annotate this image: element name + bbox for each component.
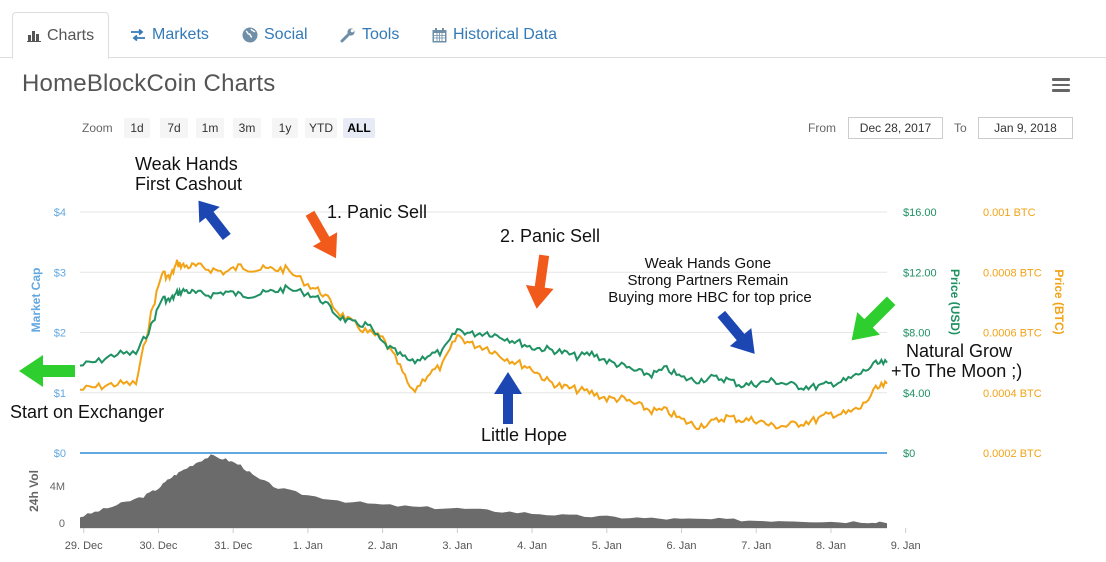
volume-area bbox=[80, 454, 887, 528]
usd-axis-label: Price (USD) bbox=[948, 269, 962, 335]
green-arrow-icon bbox=[19, 355, 75, 387]
x-tick-label: 1. Jan bbox=[293, 540, 323, 552]
x-tick-label: 31. Dec bbox=[214, 540, 252, 552]
market-cap-tick-label: $1 bbox=[54, 388, 66, 400]
grid-lines bbox=[80, 211, 887, 394]
volume-tick-label: 0 bbox=[59, 518, 65, 530]
x-tick-label: 3. Jan bbox=[442, 540, 472, 552]
market-cap-tick-label: $4 bbox=[54, 207, 66, 219]
market-cap-tick-label: $2 bbox=[54, 328, 66, 340]
tab-label: Markets bbox=[152, 26, 209, 43]
globe-icon bbox=[242, 27, 258, 43]
usd-price-line bbox=[79, 283, 888, 392]
market-cap-axis: $0 $1 $2 $3 $4 bbox=[54, 207, 66, 460]
bar-chart-icon bbox=[27, 30, 41, 42]
red-arrow-icon bbox=[525, 254, 554, 309]
usd-tick-label: $8.00 bbox=[903, 328, 931, 340]
to-date-input[interactable]: Jan 9, 2018 bbox=[978, 117, 1073, 139]
blue-arrow-icon bbox=[494, 372, 522, 424]
zoom-label: Zoom bbox=[82, 121, 113, 135]
annotation-weak-hands: Weak Hands First Cashout bbox=[135, 154, 243, 194]
annotation-weak-hands-gone: Weak Hands Gone Strong Partners Remain B… bbox=[608, 255, 811, 306]
usd-tick-label: $16.00 bbox=[903, 207, 937, 219]
zoom-3m-button[interactable]: 3m bbox=[233, 118, 261, 138]
x-tick-label: 8. Jan bbox=[816, 540, 846, 552]
usd-axis: $0 $4.00 $8.00 $12.00 $16.00 bbox=[903, 207, 937, 460]
x-tick-label: 9. Jan bbox=[891, 540, 921, 552]
calendar-icon bbox=[432, 27, 447, 43]
blue-arrow-icon bbox=[198, 200, 231, 240]
page-title: HomeBlockCoin Charts bbox=[22, 70, 276, 97]
volume-axis-label: 24h Vol bbox=[27, 470, 41, 512]
zoom-ytd-button[interactable]: YTD bbox=[305, 118, 337, 138]
btc-tick-label: 0.0004 BTC bbox=[983, 388, 1042, 400]
green-arrow-icon bbox=[851, 296, 896, 341]
market-cap-tick-label: $0 bbox=[54, 448, 66, 460]
x-tick-label: 4. Jan bbox=[517, 540, 547, 552]
exchange-arrows-icon bbox=[130, 29, 146, 41]
tab-label: Social bbox=[264, 26, 308, 43]
blue-arrow-icon bbox=[717, 310, 755, 354]
zoom-1d-button[interactable]: 1d bbox=[124, 118, 150, 138]
annotation-panic-sell-2: 2. Panic Sell bbox=[500, 226, 600, 246]
from-date-input[interactable]: Dec 28, 2017 bbox=[848, 117, 943, 139]
annotation-panic-sell-1: 1. Panic Sell bbox=[327, 202, 427, 222]
tab-charts[interactable]: Charts bbox=[12, 12, 110, 59]
usd-tick-label: $0 bbox=[903, 448, 915, 460]
x-tick-label: 7. Jan bbox=[741, 540, 771, 552]
hamburger-menu-icon[interactable] bbox=[1052, 78, 1070, 92]
usd-tick-label: $4.00 bbox=[903, 388, 931, 400]
volume-tick-label: 4M bbox=[50, 481, 65, 493]
red-arrow-icon bbox=[305, 210, 338, 259]
annotation-start-on-exchanger: Start on Exchanger bbox=[10, 402, 164, 422]
market-cap-tick-label: $3 bbox=[54, 267, 66, 279]
x-tick-label: 2. Jan bbox=[368, 540, 398, 552]
x-tick-label: 6. Jan bbox=[667, 540, 697, 552]
tab-markets[interactable]: Markets bbox=[116, 12, 223, 58]
annotation-little-hope: Little Hope bbox=[481, 425, 567, 445]
usd-tick-label: $12.00 bbox=[903, 267, 937, 279]
btc-price-line bbox=[80, 259, 888, 430]
tab-historical-data[interactable]: Historical Data bbox=[418, 12, 571, 58]
tab-label: Charts bbox=[47, 26, 95, 44]
wrench-icon bbox=[340, 27, 356, 43]
tab-social[interactable]: Social bbox=[228, 12, 322, 58]
zoom-1m-button[interactable]: 1m bbox=[196, 118, 224, 138]
btc-axis: 0.0002 BTC 0.0004 BTC 0.0006 BTC 0.0008 BTC… bbox=[983, 207, 1042, 460]
tab-label: Historical Data bbox=[453, 26, 558, 43]
btc-tick-label: 0.001 BTC bbox=[983, 207, 1036, 219]
to-label: To bbox=[954, 121, 967, 135]
tab-bar: Charts Markets Social Tools Historical D… bbox=[0, 0, 1106, 59]
zoom-1y-button[interactable]: 1y bbox=[272, 118, 298, 138]
btc-axis-label: Price (BTC) bbox=[1052, 269, 1066, 334]
zoom-all-button[interactable]: ALL bbox=[343, 118, 375, 138]
x-axis: 29. Dec 30. Dec 31. Dec 1. Jan 2. Jan 3. Jan 4… bbox=[65, 528, 921, 552]
x-tick-label: 29. Dec bbox=[65, 540, 103, 552]
tab-tools[interactable]: Tools bbox=[326, 12, 413, 58]
btc-tick-label: 0.0006 BTC bbox=[983, 328, 1042, 340]
tab-label: Tools bbox=[362, 26, 400, 43]
x-tick-label: 5. Jan bbox=[592, 540, 622, 552]
btc-tick-label: 0.0008 BTC bbox=[983, 267, 1042, 279]
zoom-7d-button[interactable]: 7d bbox=[160, 118, 188, 138]
annotation-to-the-moon: Natural Grow +To The Moon ;) bbox=[891, 341, 1022, 381]
market-cap-axis-label: Market Cap bbox=[29, 268, 43, 333]
btc-tick-label: 0.0002 BTC bbox=[983, 448, 1042, 460]
from-label: From bbox=[808, 121, 836, 135]
x-tick-label: 30. Dec bbox=[139, 540, 177, 552]
